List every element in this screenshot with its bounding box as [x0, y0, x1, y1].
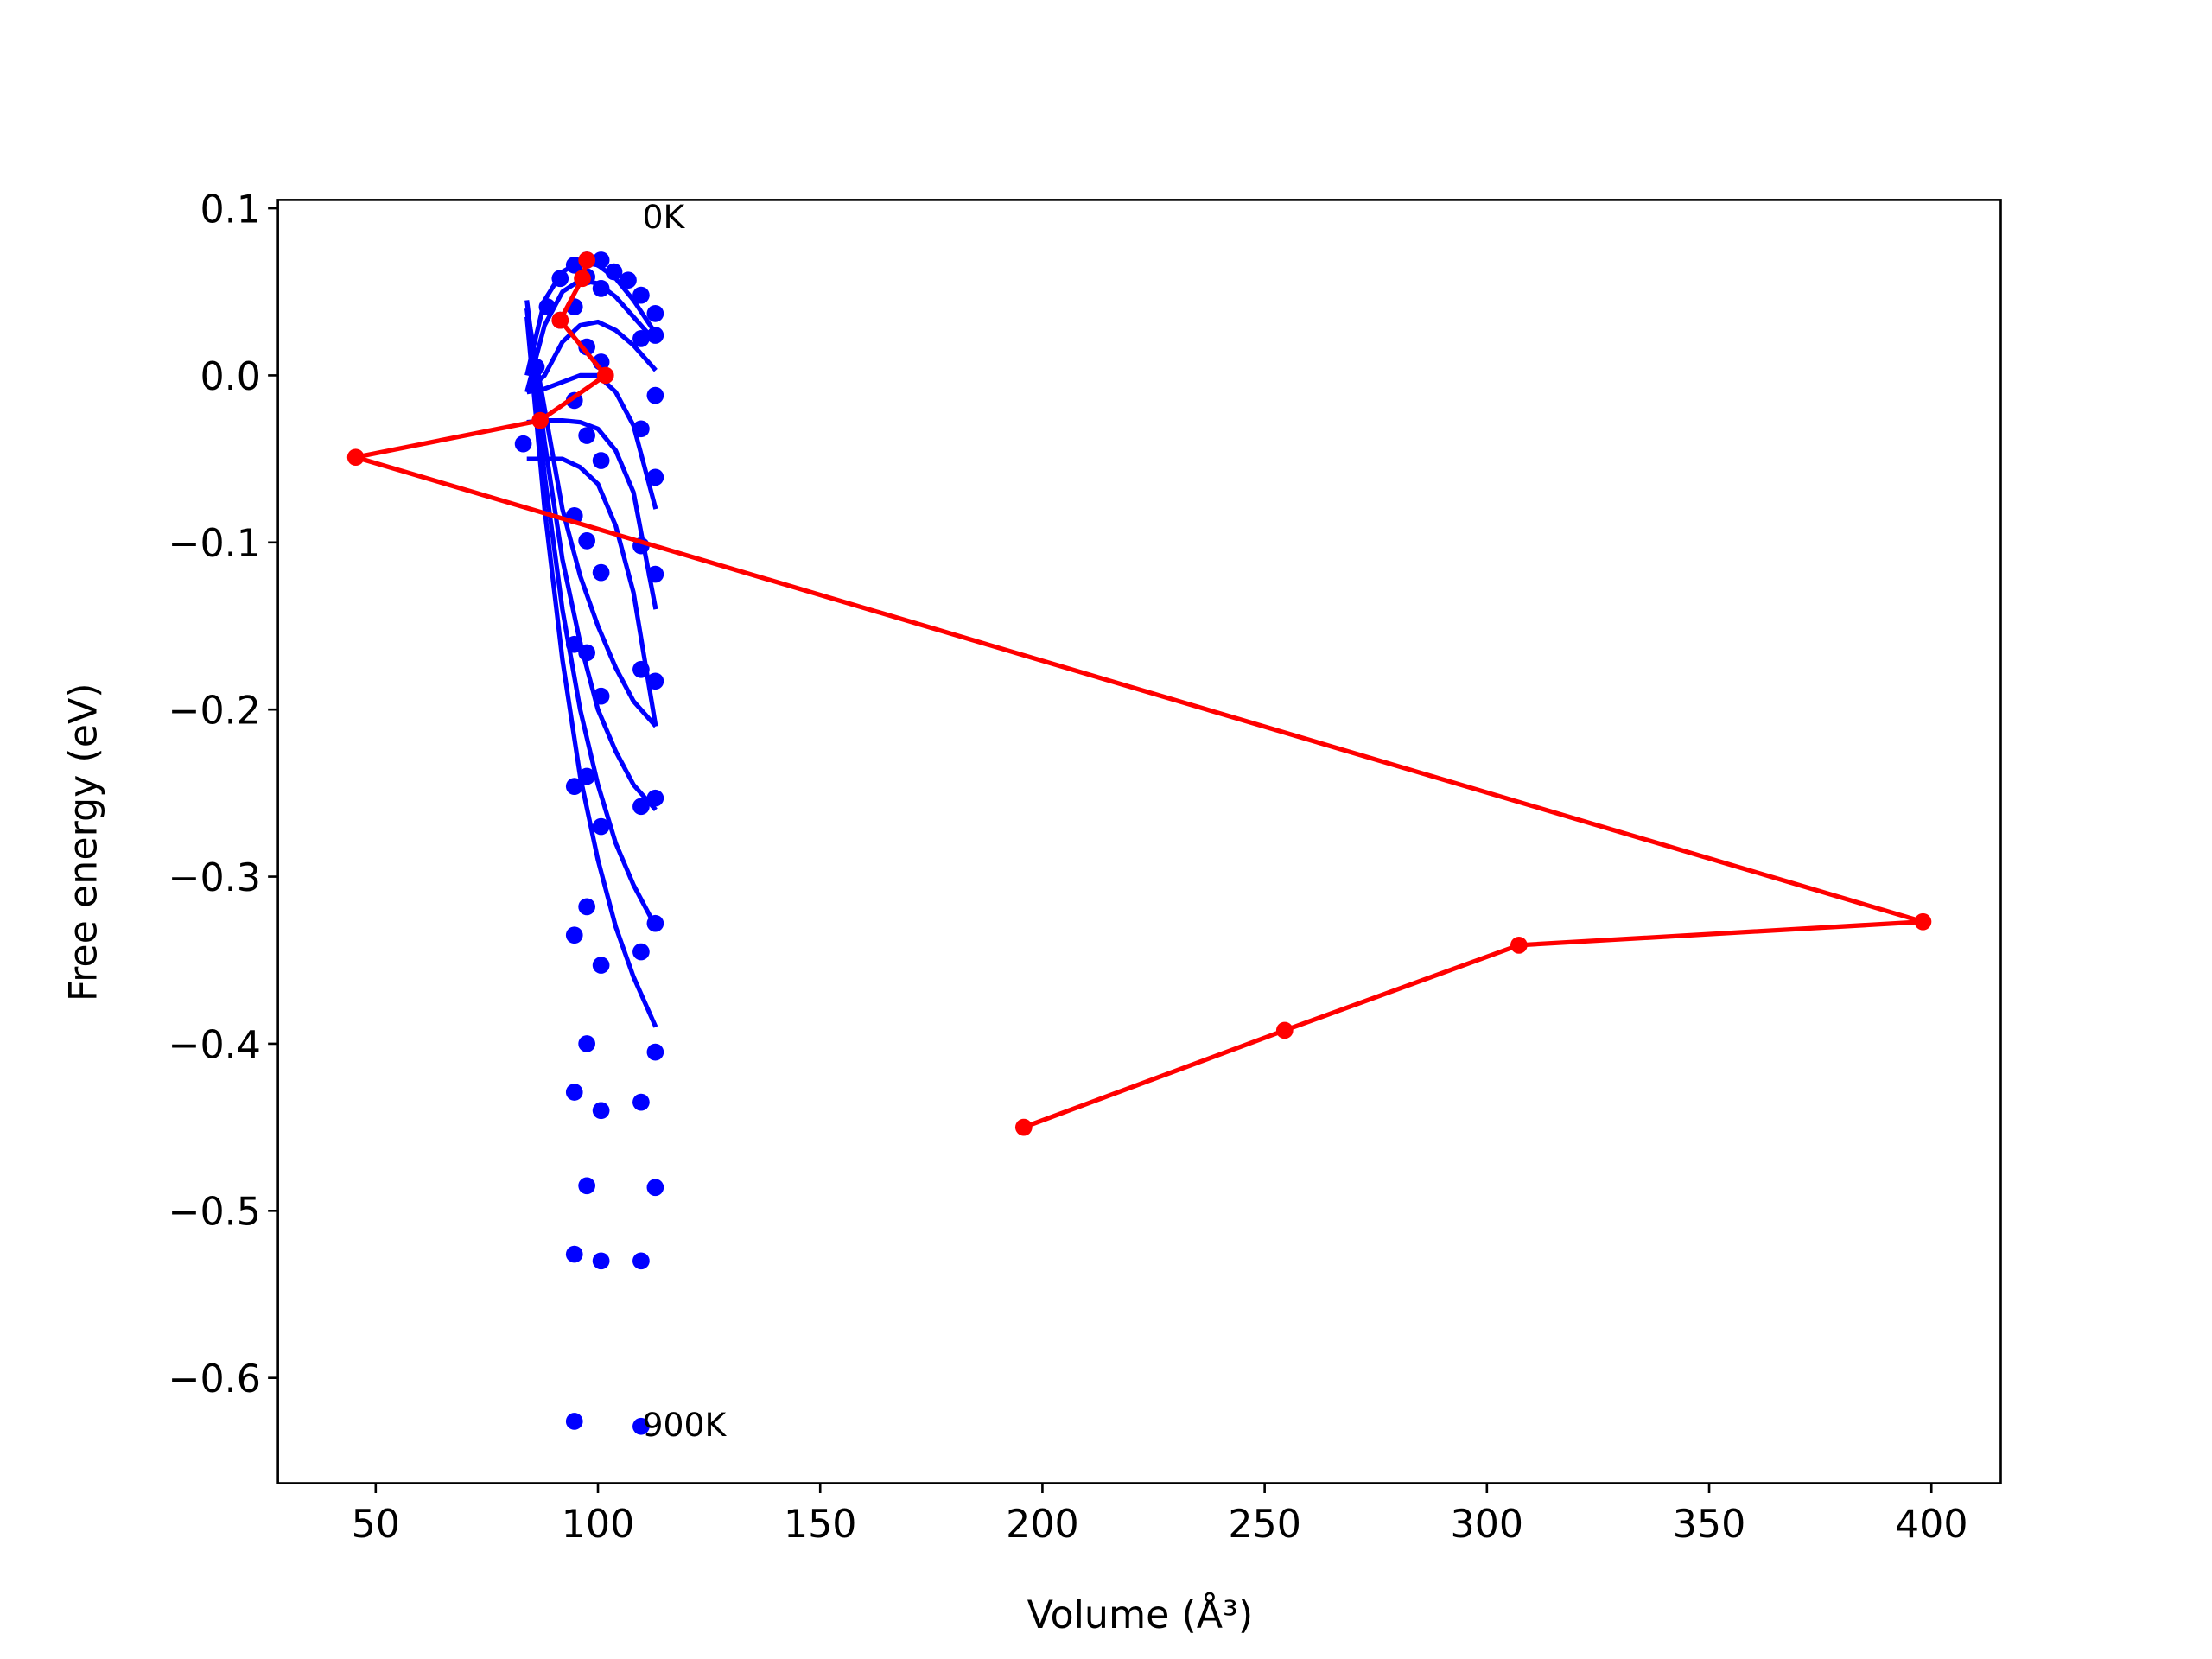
y-tick-label: −0.5 [168, 1191, 261, 1235]
scatter-point [632, 1417, 650, 1435]
scatter-point [578, 1177, 596, 1195]
scatter-point [646, 305, 664, 322]
scatter-point [632, 1093, 650, 1111]
annotation: 0K [642, 198, 685, 236]
line-series [524, 308, 658, 728]
x-tick-label: 200 [1006, 1503, 1079, 1547]
scatter-point [632, 798, 650, 816]
scatter-point [632, 286, 650, 304]
y-tick-label: −0.1 [168, 522, 261, 566]
x-tick-label: 100 [562, 1503, 635, 1547]
scatter-point [592, 817, 610, 836]
scatter-point [592, 452, 610, 469]
y-tick-label: −0.6 [168, 1357, 261, 1402]
scatter-point [632, 943, 650, 961]
scatter-point [514, 435, 532, 453]
scatter-point [578, 532, 596, 550]
x-tick-label: 150 [784, 1503, 857, 1547]
line-marker [531, 411, 549, 429]
line-series [524, 308, 658, 928]
line-series [524, 319, 658, 394]
line-series [353, 259, 1926, 1130]
scatter-point [620, 271, 637, 289]
y-tick-label: 0.0 [200, 355, 260, 399]
x-tick-label: 400 [1895, 1503, 1968, 1547]
line-marker [596, 366, 614, 385]
scatter-point [578, 1035, 596, 1052]
y-tick-label: −0.3 [168, 856, 261, 900]
scatter-point [592, 1102, 610, 1120]
y-tick-label: −0.4 [168, 1023, 261, 1067]
x-tick-label: 350 [1673, 1503, 1746, 1547]
scatter-point [646, 386, 664, 404]
y-axis-label: Free energy (eV) [62, 683, 106, 1001]
scatter-point [632, 330, 650, 347]
line-marker [1510, 936, 1528, 954]
scatter-point [646, 468, 664, 486]
scatter-point [565, 778, 583, 795]
line-marker [1275, 1021, 1294, 1039]
scatter-point [646, 1179, 664, 1197]
x-tick-label: 300 [1451, 1503, 1524, 1547]
y-tick-label: 0.1 [200, 188, 260, 232]
x-tick-label: 250 [1228, 1503, 1301, 1547]
line-series [524, 316, 658, 1028]
scatter-point [592, 563, 610, 582]
scatter-point [565, 1084, 583, 1101]
plot-frame [276, 199, 2002, 1484]
line-marker [1914, 912, 1932, 931]
scatter-point [632, 1252, 650, 1270]
scatter-point [646, 1043, 664, 1061]
scatter-point [592, 957, 610, 974]
x-axis-label: Volume (Å³) [1027, 1592, 1253, 1637]
scatter-point [592, 1252, 610, 1270]
line-marker [1014, 1118, 1033, 1136]
scatter-point [565, 1413, 583, 1430]
line-marker [578, 251, 596, 269]
scatter-point [578, 427, 596, 444]
line-marker [346, 448, 365, 467]
line-series [526, 372, 658, 510]
line-marker [574, 270, 591, 288]
annotation: 900K [642, 1406, 727, 1444]
line-series [524, 300, 658, 811]
scatter-point [578, 338, 596, 356]
scatter-point [565, 1245, 583, 1263]
line-marker [551, 311, 569, 329]
x-tick-label: 50 [352, 1503, 400, 1547]
scatter-point [565, 926, 583, 944]
y-tick-label: −0.2 [168, 690, 261, 734]
scatter-point [578, 898, 596, 916]
